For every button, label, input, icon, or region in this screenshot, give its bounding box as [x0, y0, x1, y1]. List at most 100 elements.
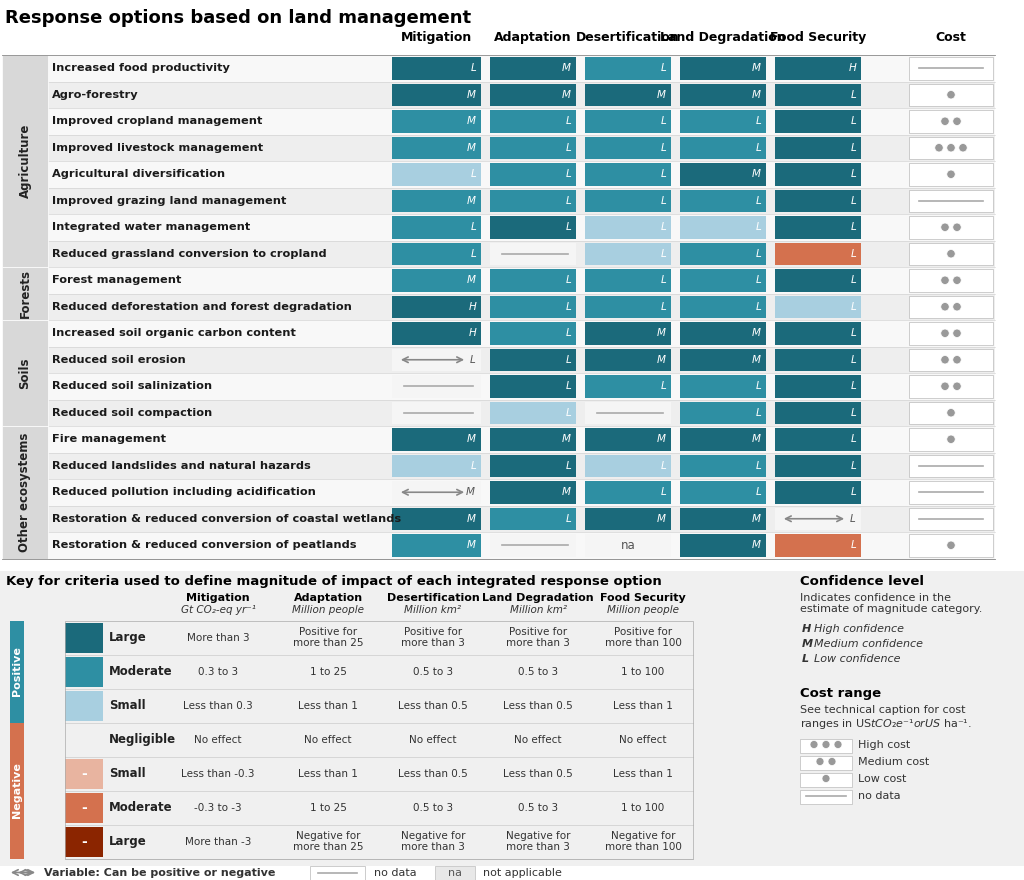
- Text: H: H: [468, 328, 476, 338]
- Circle shape: [822, 774, 830, 782]
- Bar: [490, 322, 575, 344]
- Bar: [909, 163, 993, 186]
- Bar: [65, 793, 103, 823]
- Text: Fire management: Fire management: [52, 434, 166, 444]
- Bar: [392, 348, 481, 371]
- Bar: [585, 57, 671, 79]
- Text: L: L: [850, 381, 856, 392]
- Text: M: M: [657, 514, 666, 524]
- Bar: [65, 826, 103, 856]
- Text: Reduced landslides and natural hazards: Reduced landslides and natural hazards: [52, 461, 310, 471]
- Text: L: L: [756, 143, 761, 153]
- Text: M: M: [752, 169, 761, 180]
- Text: No effect: No effect: [514, 735, 562, 744]
- Bar: [65, 622, 103, 652]
- Bar: [775, 84, 861, 106]
- Text: Less than 1: Less than 1: [613, 700, 673, 710]
- Text: M: M: [752, 355, 761, 364]
- Text: L: L: [850, 540, 856, 550]
- Text: Forests: Forests: [18, 269, 32, 318]
- Bar: [48, 452, 995, 479]
- Text: Land Degradation: Land Degradation: [660, 31, 785, 44]
- Bar: [775, 269, 861, 291]
- Bar: [48, 240, 995, 267]
- Bar: [680, 269, 766, 291]
- Bar: [585, 296, 671, 318]
- Bar: [585, 428, 671, 451]
- Text: M: M: [467, 540, 476, 550]
- Text: Key for criteria used to define magnitude of impact of each integrated response : Key for criteria used to define magnitud…: [6, 575, 662, 588]
- Text: L: L: [565, 461, 571, 471]
- Bar: [775, 401, 861, 424]
- Text: Agricultural diversification: Agricultural diversification: [52, 169, 225, 180]
- Text: L: L: [756, 275, 761, 285]
- Bar: [909, 481, 993, 503]
- Text: -: -: [81, 766, 87, 781]
- Bar: [2, 426, 48, 559]
- Bar: [800, 756, 852, 769]
- Circle shape: [935, 143, 943, 152]
- Circle shape: [816, 758, 824, 766]
- Bar: [585, 84, 671, 106]
- Text: Negative for
more than 100: Negative for more than 100: [604, 831, 681, 853]
- Bar: [48, 267, 995, 294]
- Text: L: L: [660, 249, 666, 259]
- Text: M: M: [562, 63, 571, 73]
- Bar: [775, 243, 861, 265]
- Bar: [490, 508, 575, 530]
- Text: Land Degradation: Land Degradation: [482, 592, 594, 603]
- Bar: [775, 375, 861, 398]
- Text: Restoration & reduced conversion of coastal wetlands: Restoration & reduced conversion of coas…: [52, 514, 401, 524]
- Bar: [392, 508, 481, 530]
- Bar: [490, 136, 575, 159]
- Circle shape: [941, 117, 949, 126]
- Bar: [48, 55, 995, 82]
- Bar: [65, 724, 103, 754]
- Text: Small: Small: [109, 767, 145, 780]
- Text: Cost: Cost: [936, 31, 967, 44]
- Text: 0.5 to 3: 0.5 to 3: [413, 803, 453, 812]
- Text: Adaptation: Adaptation: [495, 31, 571, 44]
- Text: L: L: [660, 302, 666, 312]
- Bar: [48, 373, 995, 400]
- Bar: [392, 110, 481, 133]
- Circle shape: [941, 303, 949, 311]
- Text: L: L: [850, 461, 856, 471]
- Circle shape: [947, 143, 955, 152]
- Bar: [392, 216, 481, 238]
- Text: L: L: [756, 302, 761, 312]
- Bar: [909, 57, 993, 79]
- Text: L: L: [756, 407, 761, 418]
- Text: Desertification: Desertification: [387, 592, 479, 603]
- Bar: [775, 110, 861, 133]
- Bar: [392, 189, 481, 212]
- Text: More than -3: More than -3: [184, 837, 251, 847]
- Text: Mitigation: Mitigation: [400, 31, 472, 44]
- Text: L: L: [565, 355, 571, 364]
- Text: H: H: [468, 302, 476, 312]
- Text: no data: no data: [374, 868, 417, 877]
- Bar: [310, 866, 365, 880]
- Bar: [48, 505, 995, 532]
- Text: Confidence level: Confidence level: [800, 575, 924, 588]
- Text: Mitigation: Mitigation: [186, 592, 250, 603]
- Text: M: M: [657, 434, 666, 444]
- Text: M: M: [802, 639, 813, 649]
- Text: M: M: [467, 90, 476, 99]
- Text: L: L: [660, 195, 666, 206]
- Bar: [585, 375, 671, 398]
- Text: Increased food productivity: Increased food productivity: [52, 63, 229, 73]
- Bar: [775, 57, 861, 79]
- Bar: [392, 136, 481, 159]
- Bar: [909, 454, 993, 477]
- Circle shape: [822, 740, 830, 749]
- Bar: [48, 320, 995, 347]
- Bar: [775, 322, 861, 344]
- Circle shape: [952, 303, 962, 311]
- Bar: [909, 375, 993, 398]
- Bar: [585, 401, 671, 424]
- Text: Improved grazing land management: Improved grazing land management: [52, 195, 287, 206]
- Bar: [48, 400, 995, 426]
- Bar: [392, 243, 481, 265]
- Text: L: L: [565, 275, 571, 285]
